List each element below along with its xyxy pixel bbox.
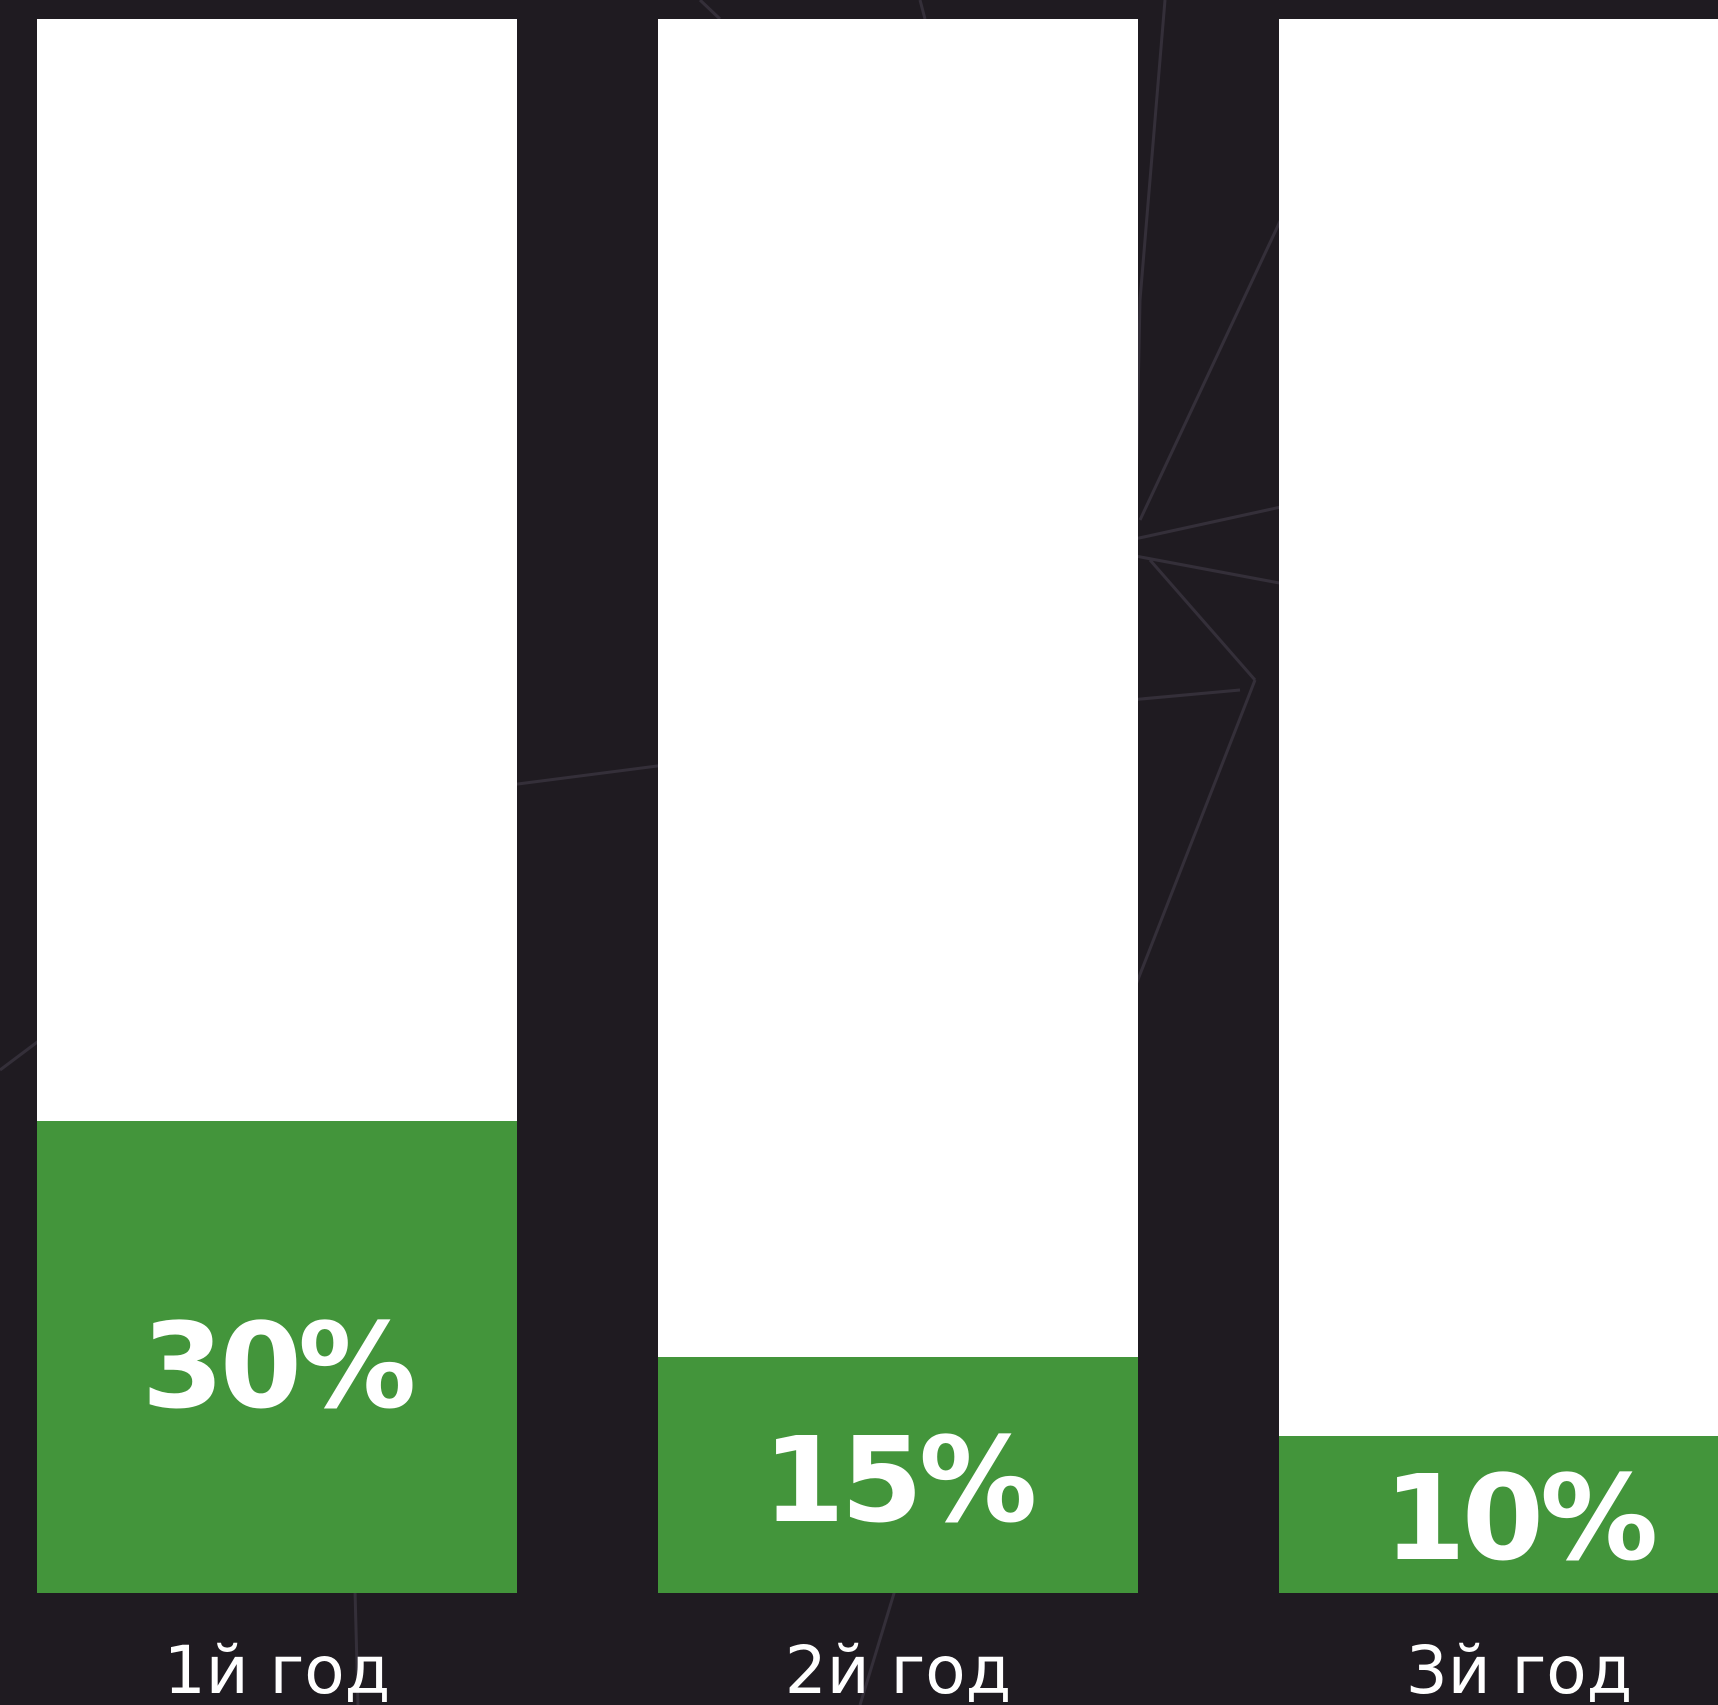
bar-value-label-1: 30% [141,1297,416,1436]
bar-fill-3: 10% [1279,1436,1718,1593]
bar-category-label-2: 2й год [784,1632,1012,1705]
bar-track-2: 15% [658,19,1138,1593]
bar-fill-1: 30% [37,1121,517,1593]
bar-value-label-2: 15% [762,1410,1037,1549]
bar-track-1: 30% [37,19,517,1593]
bar-fill-2: 15% [658,1357,1138,1593]
bar-category-label-3: 3й год [1405,1632,1633,1705]
bar-track-3: 10% [1279,19,1718,1593]
bar-category-label-1: 1й год [163,1632,391,1705]
bar-value-label-3: 10% [1383,1448,1658,1587]
